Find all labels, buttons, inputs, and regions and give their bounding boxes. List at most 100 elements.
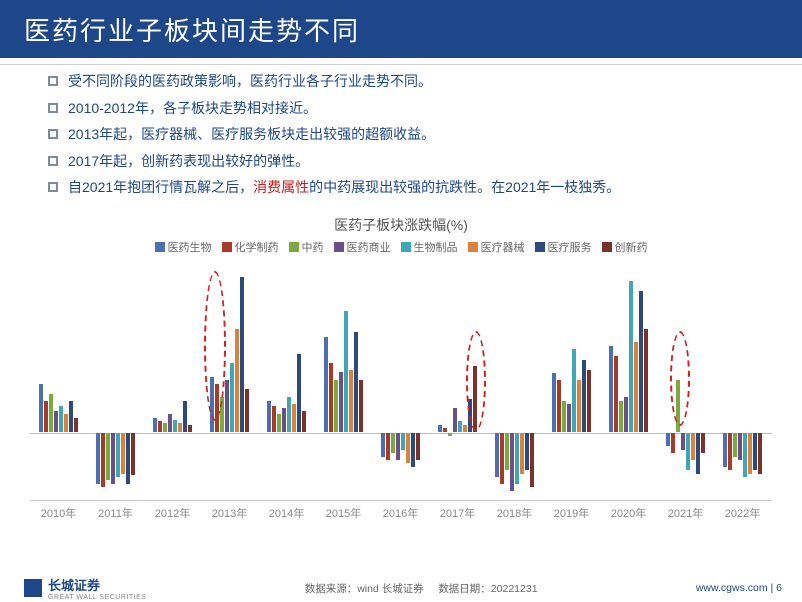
bar — [510, 433, 514, 491]
bar — [411, 433, 415, 467]
legend-swatch-icon — [602, 242, 612, 252]
bar — [525, 433, 529, 471]
chart-legend: 医药生物化学制药中药医药商业生物制品医疗器械医疗服务创新药 — [30, 239, 772, 255]
bar — [339, 372, 343, 432]
bullet-marker-icon — [48, 156, 58, 166]
bar — [733, 433, 737, 457]
bar — [406, 433, 410, 464]
bullet-text: 2013年起，医疗器械、医疗服务板块走出较强的超额收益。 — [68, 125, 435, 145]
legend-label: 医药生物 — [168, 239, 212, 255]
bar — [163, 423, 167, 432]
bar — [619, 401, 623, 432]
legend-swatch-icon — [401, 242, 411, 252]
bar — [64, 414, 68, 431]
bar — [302, 411, 306, 432]
bar — [458, 421, 462, 431]
bar — [297, 354, 301, 431]
bar — [614, 356, 618, 432]
brand-logo-icon — [24, 579, 42, 597]
bar — [267, 401, 271, 432]
bar — [495, 433, 499, 477]
bar — [44, 401, 48, 432]
bar — [723, 433, 727, 467]
bar — [530, 433, 534, 488]
bullet-marker-icon — [48, 129, 58, 139]
legend-item: 中药 — [289, 239, 324, 255]
bullet-item: 2017年起，创新药表现出较好的弹性。 — [48, 152, 762, 172]
bar — [681, 433, 685, 450]
bar — [416, 433, 420, 460]
bar — [183, 401, 187, 432]
bar — [562, 401, 566, 432]
x-axis-label: 2016年 — [372, 505, 429, 521]
brand-cn: 长城证券 — [48, 575, 146, 594]
footer-brand: 长城证券 GREAT WALL SECURITIES — [0, 575, 146, 601]
bar — [359, 380, 363, 431]
legend-label: 生物制品 — [414, 239, 458, 255]
bar — [277, 414, 281, 431]
bar — [111, 433, 115, 484]
bar — [500, 433, 504, 484]
bar — [634, 342, 638, 431]
bar — [74, 418, 78, 432]
bar — [69, 401, 73, 432]
x-axis-label: 2020年 — [600, 505, 657, 521]
x-axis-label: 2021年 — [657, 505, 714, 521]
bar — [381, 433, 385, 457]
bar — [153, 418, 157, 432]
bar — [96, 433, 100, 484]
x-axis-label: 2019年 — [543, 505, 600, 521]
x-axis-label: 2014年 — [258, 505, 315, 521]
bar — [666, 433, 670, 447]
bar — [696, 433, 700, 474]
bar — [738, 433, 742, 460]
bar — [282, 408, 286, 432]
bar — [557, 380, 561, 431]
bar — [671, 433, 675, 454]
legend-label: 医药商业 — [347, 239, 391, 255]
bar — [701, 433, 705, 454]
chart-area: 医药子板块涨跌幅(%) 医药生物化学制药中药医药商业生物制品医疗器械医疗服务创新… — [30, 215, 772, 525]
bar — [743, 433, 747, 477]
x-axis-labels: 2010年2011年2012年2013年2014年2015年2016年2017年… — [30, 505, 772, 521]
bar — [515, 433, 519, 484]
legend-label: 中药 — [302, 239, 324, 255]
page-number: 6 — [776, 582, 782, 594]
bullet-item: 2010-2012年，各子板块走势相对接近。 — [48, 99, 762, 119]
bar — [587, 370, 591, 432]
legend-item: 化学制药 — [222, 239, 279, 255]
bar — [116, 433, 120, 477]
legend-swatch-icon — [289, 242, 299, 252]
legend-item: 生物制品 — [401, 239, 458, 255]
bar — [245, 389, 249, 432]
bar — [178, 423, 182, 432]
legend-swatch-icon — [535, 242, 545, 252]
bar — [582, 360, 586, 432]
bar — [354, 332, 358, 432]
bar — [567, 404, 571, 431]
bar — [54, 411, 58, 432]
bar — [272, 406, 276, 432]
bullet-marker-icon — [48, 182, 58, 192]
bar — [443, 428, 447, 431]
bullet-text: 自2021年抱团行情瓦解之后，消费属性的中药展现出较强的抗跌性。在2021年一枝… — [68, 178, 620, 198]
slide-title: 医药行业子板块间走势不同 — [24, 11, 360, 48]
legend-label: 医疗服务 — [548, 239, 592, 255]
bar — [552, 373, 556, 431]
bar — [448, 433, 452, 436]
bar — [344, 311, 348, 431]
bar — [49, 394, 53, 432]
bar — [629, 281, 633, 432]
bar — [220, 397, 224, 431]
bar — [624, 397, 628, 431]
annotation-ellipse — [670, 331, 690, 426]
bar — [438, 425, 442, 432]
bar — [106, 433, 110, 481]
legend-swatch-icon — [155, 242, 165, 252]
bar — [748, 433, 752, 474]
bar — [59, 406, 63, 432]
chart-plot — [30, 261, 772, 501]
bar — [577, 380, 581, 431]
bar — [215, 384, 219, 432]
bar — [505, 433, 509, 471]
